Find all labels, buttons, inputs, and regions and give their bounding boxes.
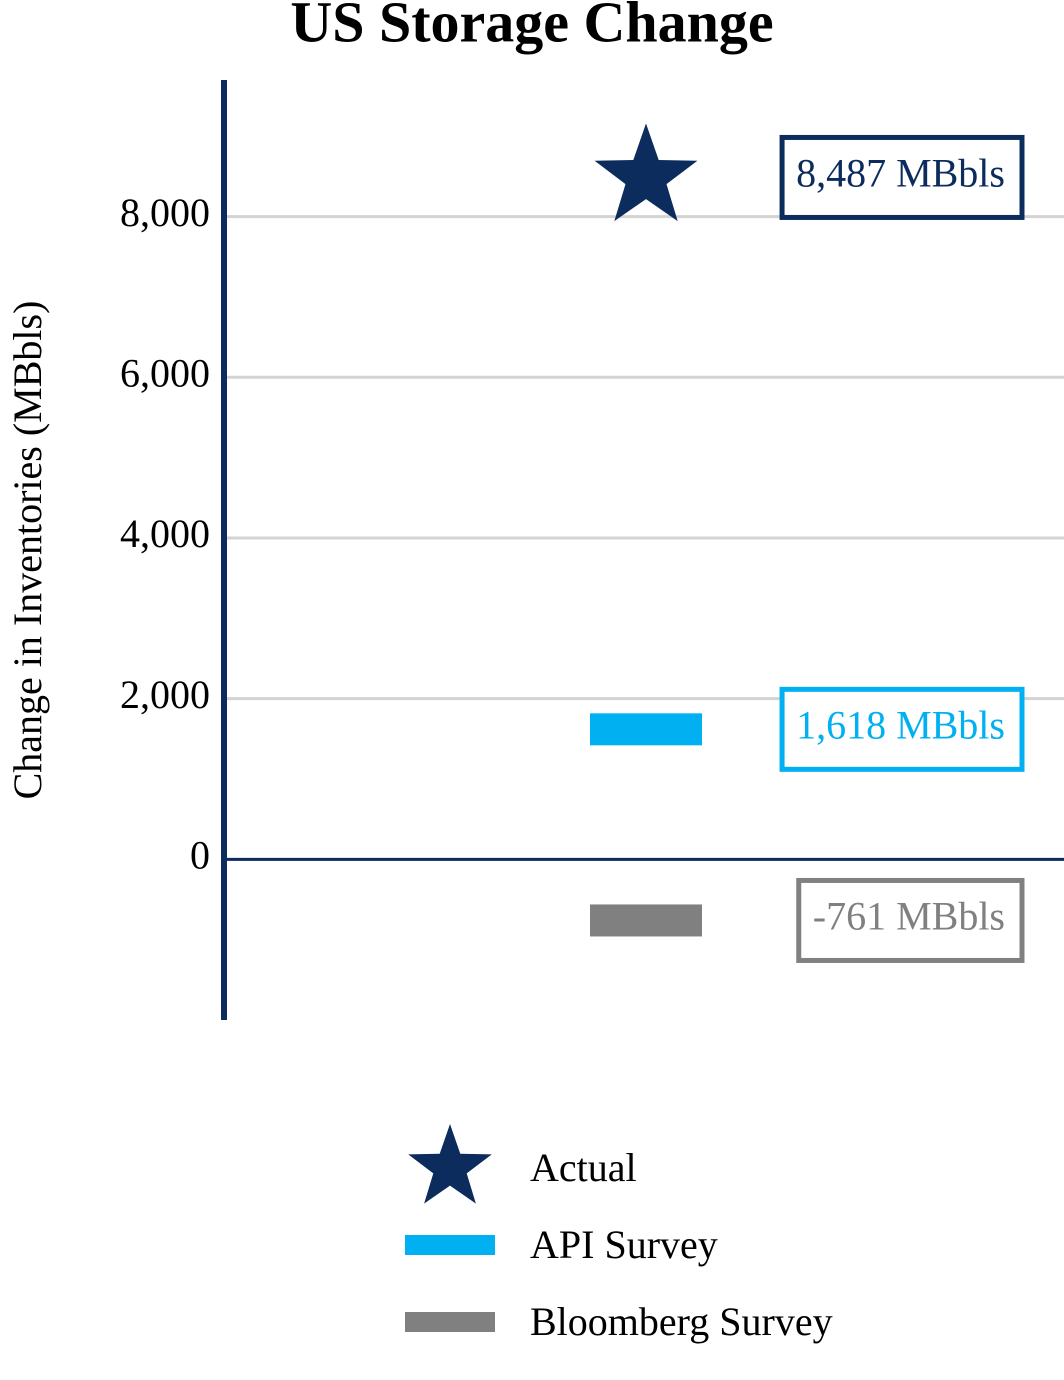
legend-label: Bloomberg Survey <box>530 1299 833 1344</box>
dash-marker <box>590 904 702 937</box>
y-tick-label: 0 <box>190 832 210 877</box>
value-label-box <box>796 877 1025 963</box>
value-label-box <box>779 686 1025 772</box>
legend-label: API Survey <box>530 1222 718 1267</box>
chart-title: US Storage Change <box>290 0 773 54</box>
y-axis-label: Change in Inventories (MBbls) <box>5 301 50 800</box>
value-label: 8,487 MBbls <box>796 151 1005 196</box>
dash-marker <box>590 713 702 746</box>
value-label: -761 MBbls <box>813 894 1005 939</box>
value-label: 1,618 MBbls <box>796 702 1005 747</box>
legend-label: Actual <box>530 1145 637 1190</box>
legend-star <box>408 1124 492 1204</box>
value-label-box <box>779 134 1025 220</box>
legend-dash <box>405 1312 495 1332</box>
y-tick-label: 8,000 <box>120 190 210 235</box>
legend-dash <box>405 1235 495 1255</box>
y-tick-label: 2,000 <box>120 672 210 717</box>
y-tick-label: 6,000 <box>120 350 210 395</box>
star-marker <box>594 123 698 222</box>
y-tick-label: 4,000 <box>120 511 210 556</box>
